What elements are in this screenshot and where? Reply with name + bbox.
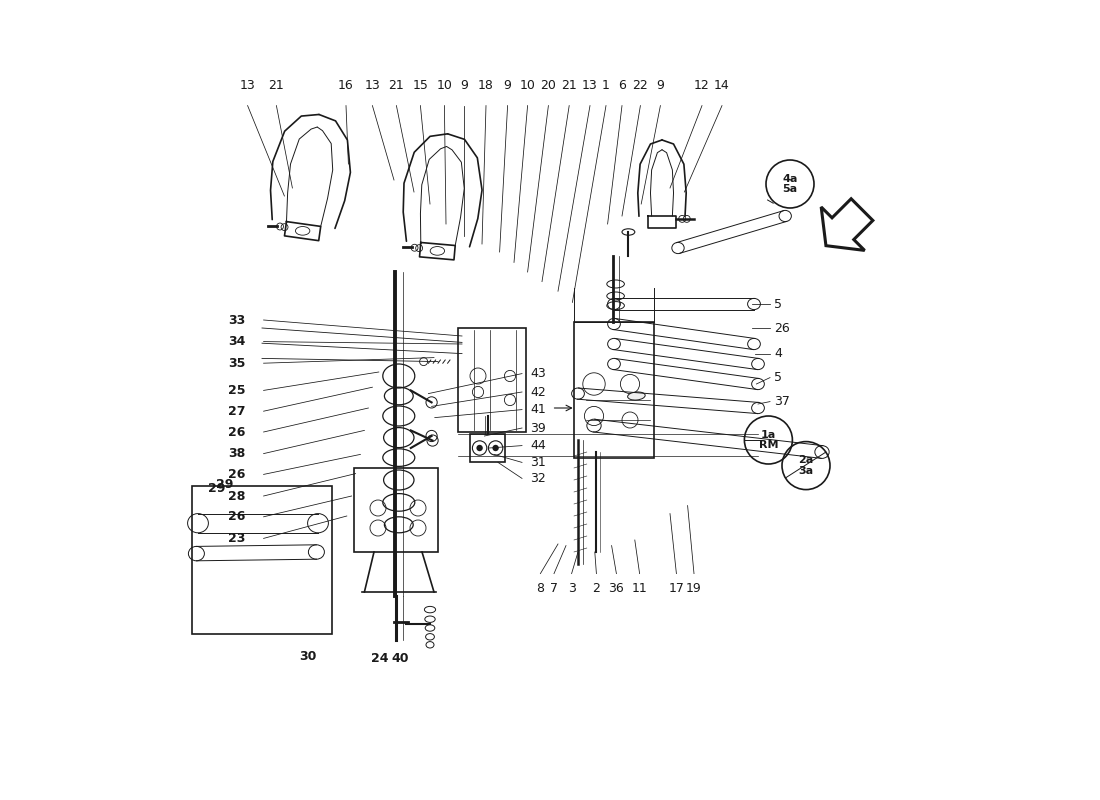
- Text: 27: 27: [229, 405, 246, 418]
- Text: 12: 12: [694, 79, 710, 92]
- Text: 26: 26: [774, 322, 790, 334]
- Text: 30: 30: [299, 650, 317, 662]
- Text: 2a
3a: 2a 3a: [799, 455, 814, 476]
- Polygon shape: [822, 198, 873, 250]
- Text: 41: 41: [530, 403, 546, 416]
- Text: 10: 10: [437, 79, 452, 92]
- Text: 25: 25: [229, 384, 246, 397]
- Text: 3: 3: [568, 582, 575, 595]
- Text: 37: 37: [774, 395, 790, 408]
- Text: 42: 42: [530, 386, 546, 398]
- Text: 1a
RM: 1a RM: [759, 430, 778, 450]
- Text: 13: 13: [240, 79, 255, 92]
- Bar: [191, 486, 331, 634]
- Text: 23: 23: [229, 532, 245, 545]
- Circle shape: [493, 445, 498, 451]
- Ellipse shape: [628, 392, 646, 400]
- Text: 31: 31: [530, 456, 546, 469]
- Text: 9: 9: [504, 79, 512, 92]
- Text: 32: 32: [530, 472, 546, 485]
- Text: 13: 13: [364, 79, 381, 92]
- Text: 4: 4: [774, 347, 782, 360]
- Text: 21: 21: [561, 79, 578, 92]
- Text: 6: 6: [618, 79, 626, 92]
- Text: 22: 22: [632, 79, 648, 92]
- Text: 33: 33: [229, 314, 245, 326]
- Text: 21: 21: [388, 79, 405, 92]
- Text: 43: 43: [530, 367, 546, 380]
- Text: 10: 10: [519, 79, 536, 92]
- Text: 2: 2: [593, 582, 601, 595]
- Text: 1: 1: [602, 79, 609, 92]
- Text: 35: 35: [229, 357, 245, 370]
- Text: 20: 20: [540, 79, 557, 92]
- Text: 17: 17: [669, 582, 684, 595]
- Text: 7: 7: [550, 582, 558, 595]
- Text: 29: 29: [208, 482, 226, 494]
- Text: 29: 29: [217, 478, 234, 490]
- Text: 19: 19: [686, 582, 702, 595]
- Text: 9: 9: [657, 79, 664, 92]
- Text: 16: 16: [338, 79, 354, 92]
- Text: 11: 11: [631, 582, 648, 595]
- Text: 13: 13: [582, 79, 598, 92]
- Text: 9: 9: [461, 79, 469, 92]
- Text: 26: 26: [229, 426, 245, 438]
- Text: 28: 28: [229, 490, 245, 502]
- Text: 34: 34: [229, 335, 245, 348]
- Text: 15: 15: [412, 79, 428, 92]
- Text: 44: 44: [530, 439, 546, 452]
- Bar: [354, 468, 438, 552]
- Bar: [470, 434, 505, 462]
- Text: 8: 8: [537, 582, 544, 595]
- Text: 40: 40: [392, 652, 409, 665]
- Bar: [458, 328, 526, 432]
- Text: 14: 14: [714, 79, 730, 92]
- Text: 18: 18: [478, 79, 494, 92]
- Text: 4a
5a: 4a 5a: [782, 174, 797, 194]
- Text: 5: 5: [774, 298, 782, 310]
- Text: 38: 38: [229, 447, 245, 460]
- Text: 26: 26: [229, 468, 245, 481]
- Text: 36: 36: [608, 582, 625, 595]
- Text: 21: 21: [268, 79, 284, 92]
- Text: 26: 26: [229, 510, 245, 523]
- Text: 24: 24: [371, 652, 388, 665]
- Circle shape: [476, 445, 483, 451]
- Bar: [574, 322, 654, 458]
- Text: 5: 5: [774, 371, 782, 384]
- Text: 39: 39: [530, 422, 546, 434]
